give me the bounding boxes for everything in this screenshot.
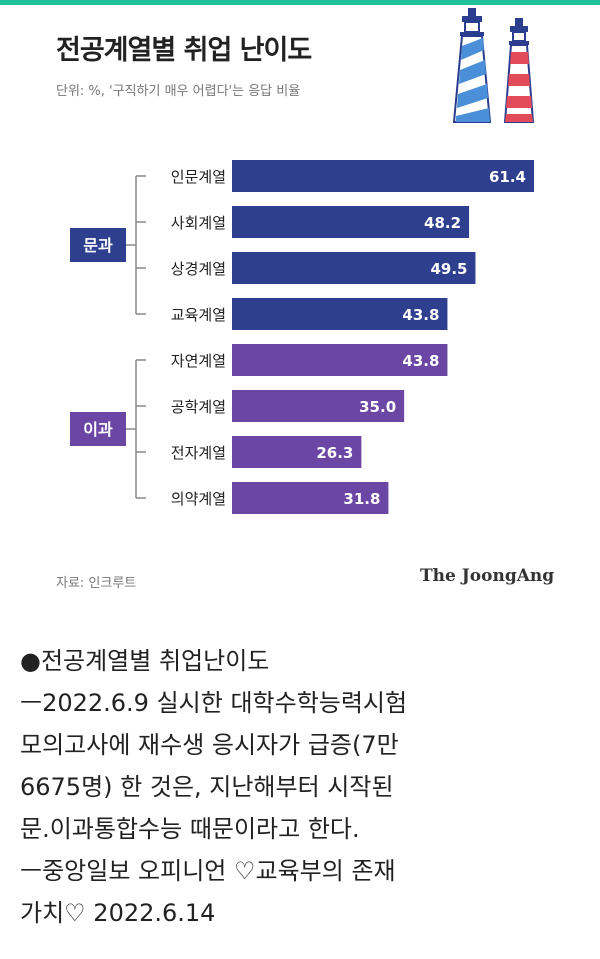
bar-chart: 61.4 인문계열 48.2 사회계열 49.5 상경계열 43.8 교육계열 문과 43.8 자연… [70, 160, 534, 514]
top-accent-bar [0, 0, 600, 5]
value-label: 31.8 [343, 490, 380, 508]
value-label: 49.5 [430, 260, 467, 278]
value-label: 43.8 [402, 306, 439, 324]
lighthouse-blue-icon [452, 8, 492, 123]
caption-line: 6675명) 한 것은, 지난해부터 시작된 [20, 773, 394, 801]
caption-line: 모의고사에 재수생 응시자가 급증(7만 [20, 731, 399, 759]
group-label: 이과 [83, 420, 113, 439]
bar [232, 482, 389, 514]
source-note: 자료: 인크루트 [56, 576, 137, 591]
caption-text: ●전공계열별 취업난이도 ㅡ2022.6.9 실시한 대학수학능력시험 모의고사… [20, 640, 585, 934]
bar [232, 206, 470, 238]
bar [232, 390, 405, 422]
group-badge [70, 228, 126, 262]
bar [232, 252, 476, 284]
brand-logo: The JoongAng [420, 566, 555, 586]
value-label: 61.4 [489, 168, 526, 186]
caption-line: ●전공계열별 취업난이도 [20, 647, 270, 675]
caption-line: ㅡ중앙일보 오피니언 ♡교육부의 존재 [20, 857, 396, 885]
category-label: 사회계열 [171, 214, 226, 232]
unit-note: 단위: %, '구직하기 매우 어렵다'는 응답 비율 [56, 84, 301, 99]
bar [232, 160, 534, 192]
value-label: 35.0 [359, 398, 396, 416]
category-label: 인문계열 [171, 168, 226, 186]
bar [232, 344, 448, 376]
caption-line: ㅡ2022.6.9 실시한 대학수학능력시험 [20, 689, 408, 717]
caption-line: 문.이과통합수능 때문이라고 한다. [20, 815, 360, 843]
group-badge [70, 412, 126, 446]
category-label: 교육계열 [171, 306, 226, 324]
category-label: 자연계열 [171, 352, 226, 370]
chart-title: 전공계열별 취업 난이도 [56, 35, 312, 66]
category-label: 의약계열 [171, 490, 226, 508]
bar [232, 436, 362, 468]
value-label: 48.2 [424, 214, 461, 232]
value-label: 43.8 [402, 352, 439, 370]
group-label: 문과 [83, 236, 113, 255]
category-label: 전자계열 [171, 444, 226, 462]
category-label: 공학계열 [171, 398, 226, 416]
bar [232, 298, 448, 330]
caption-line: 가치♡ 2022.6.14 [20, 899, 216, 927]
lighthouse-red-icon [503, 18, 535, 123]
category-label: 상경계열 [171, 260, 226, 278]
value-label: 26.3 [316, 444, 353, 462]
